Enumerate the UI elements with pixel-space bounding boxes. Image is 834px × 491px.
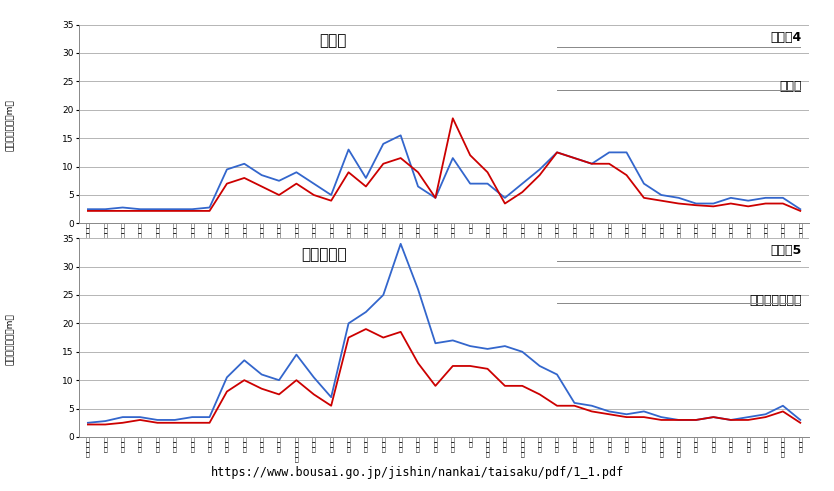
Text: 津波高　標高（m）: 津波高 標高（m） [6,99,14,151]
Text: 土佐清水市: 土佐清水市 [302,246,347,262]
Text: 津波高　標高（m）: 津波高 標高（m） [6,313,14,365]
Text: ケース5: ケース5 [771,244,801,257]
Text: 黒潮町: 黒潮町 [319,33,346,48]
Text: 四国沖: 四国沖 [779,80,801,93]
Text: 四国沖～九州沖: 四国沖～九州沖 [749,294,801,307]
Text: https://www.bousai.go.jp/jishin/nankai/taisaku/pdf/1_1.pdf: https://www.bousai.go.jp/jishin/nankai/t… [210,466,624,479]
Text: ケース4: ケース4 [771,30,801,44]
